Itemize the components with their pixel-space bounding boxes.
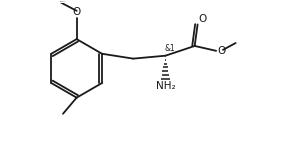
Text: O: O (72, 7, 81, 17)
Text: NH₂: NH₂ (156, 81, 175, 91)
Text: &1: &1 (164, 44, 175, 53)
Text: methoxy: methoxy (60, 0, 66, 2)
Text: O: O (217, 46, 225, 56)
Text: O: O (199, 14, 207, 24)
